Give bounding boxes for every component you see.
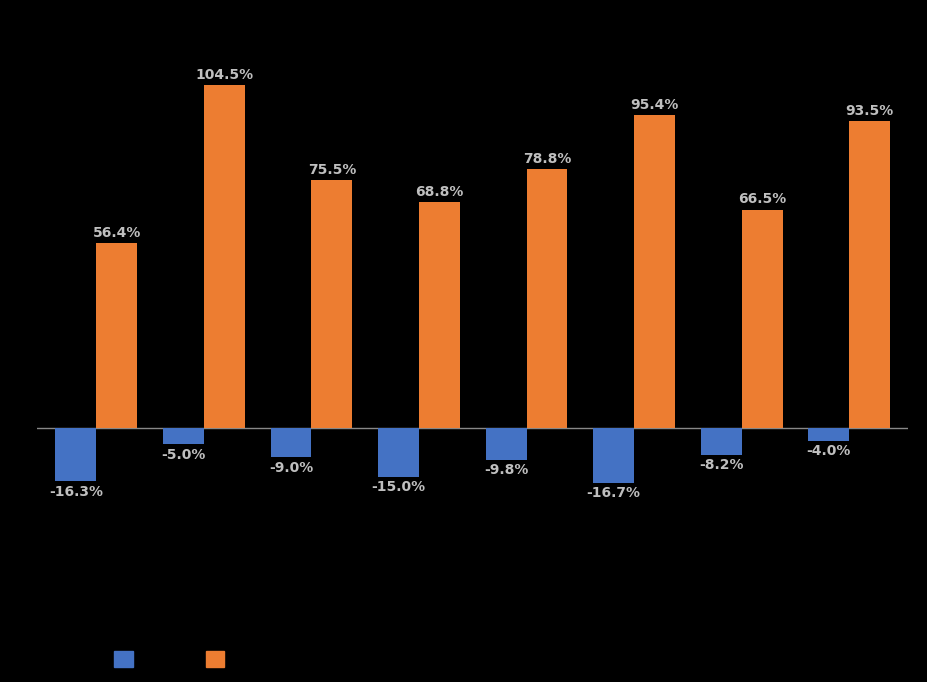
Text: -16.7%: -16.7% [587,486,641,500]
Text: -9.8%: -9.8% [484,463,528,477]
Legend: , : , [114,651,236,667]
Bar [634,115,675,428]
Text: -8.2%: -8.2% [699,458,743,472]
Bar [808,428,849,441]
Text: 93.5%: 93.5% [845,104,894,118]
Text: -4.0%: -4.0% [806,445,851,458]
Text: 95.4%: 95.4% [630,98,679,112]
Text: 66.5%: 66.5% [738,192,786,207]
Bar [742,209,782,428]
Bar [593,428,634,483]
Text: -9.0%: -9.0% [269,461,313,475]
Text: 75.5%: 75.5% [308,163,356,177]
Bar [96,243,137,428]
Bar [271,428,311,458]
Bar [849,121,890,428]
Text: -16.3%: -16.3% [49,485,103,499]
Text: 78.8%: 78.8% [523,152,571,166]
Bar [527,169,567,428]
Text: -5.0%: -5.0% [161,447,206,462]
Bar [419,202,460,428]
Text: 56.4%: 56.4% [93,226,141,239]
Bar [311,180,352,428]
Text: -15.0%: -15.0% [372,481,425,494]
Bar [204,85,245,428]
Bar [163,428,204,445]
Bar [56,428,96,481]
Bar [486,428,527,460]
Bar [701,428,742,455]
Bar [378,428,419,477]
Text: 104.5%: 104.5% [196,68,253,82]
Text: 68.8%: 68.8% [415,185,464,199]
